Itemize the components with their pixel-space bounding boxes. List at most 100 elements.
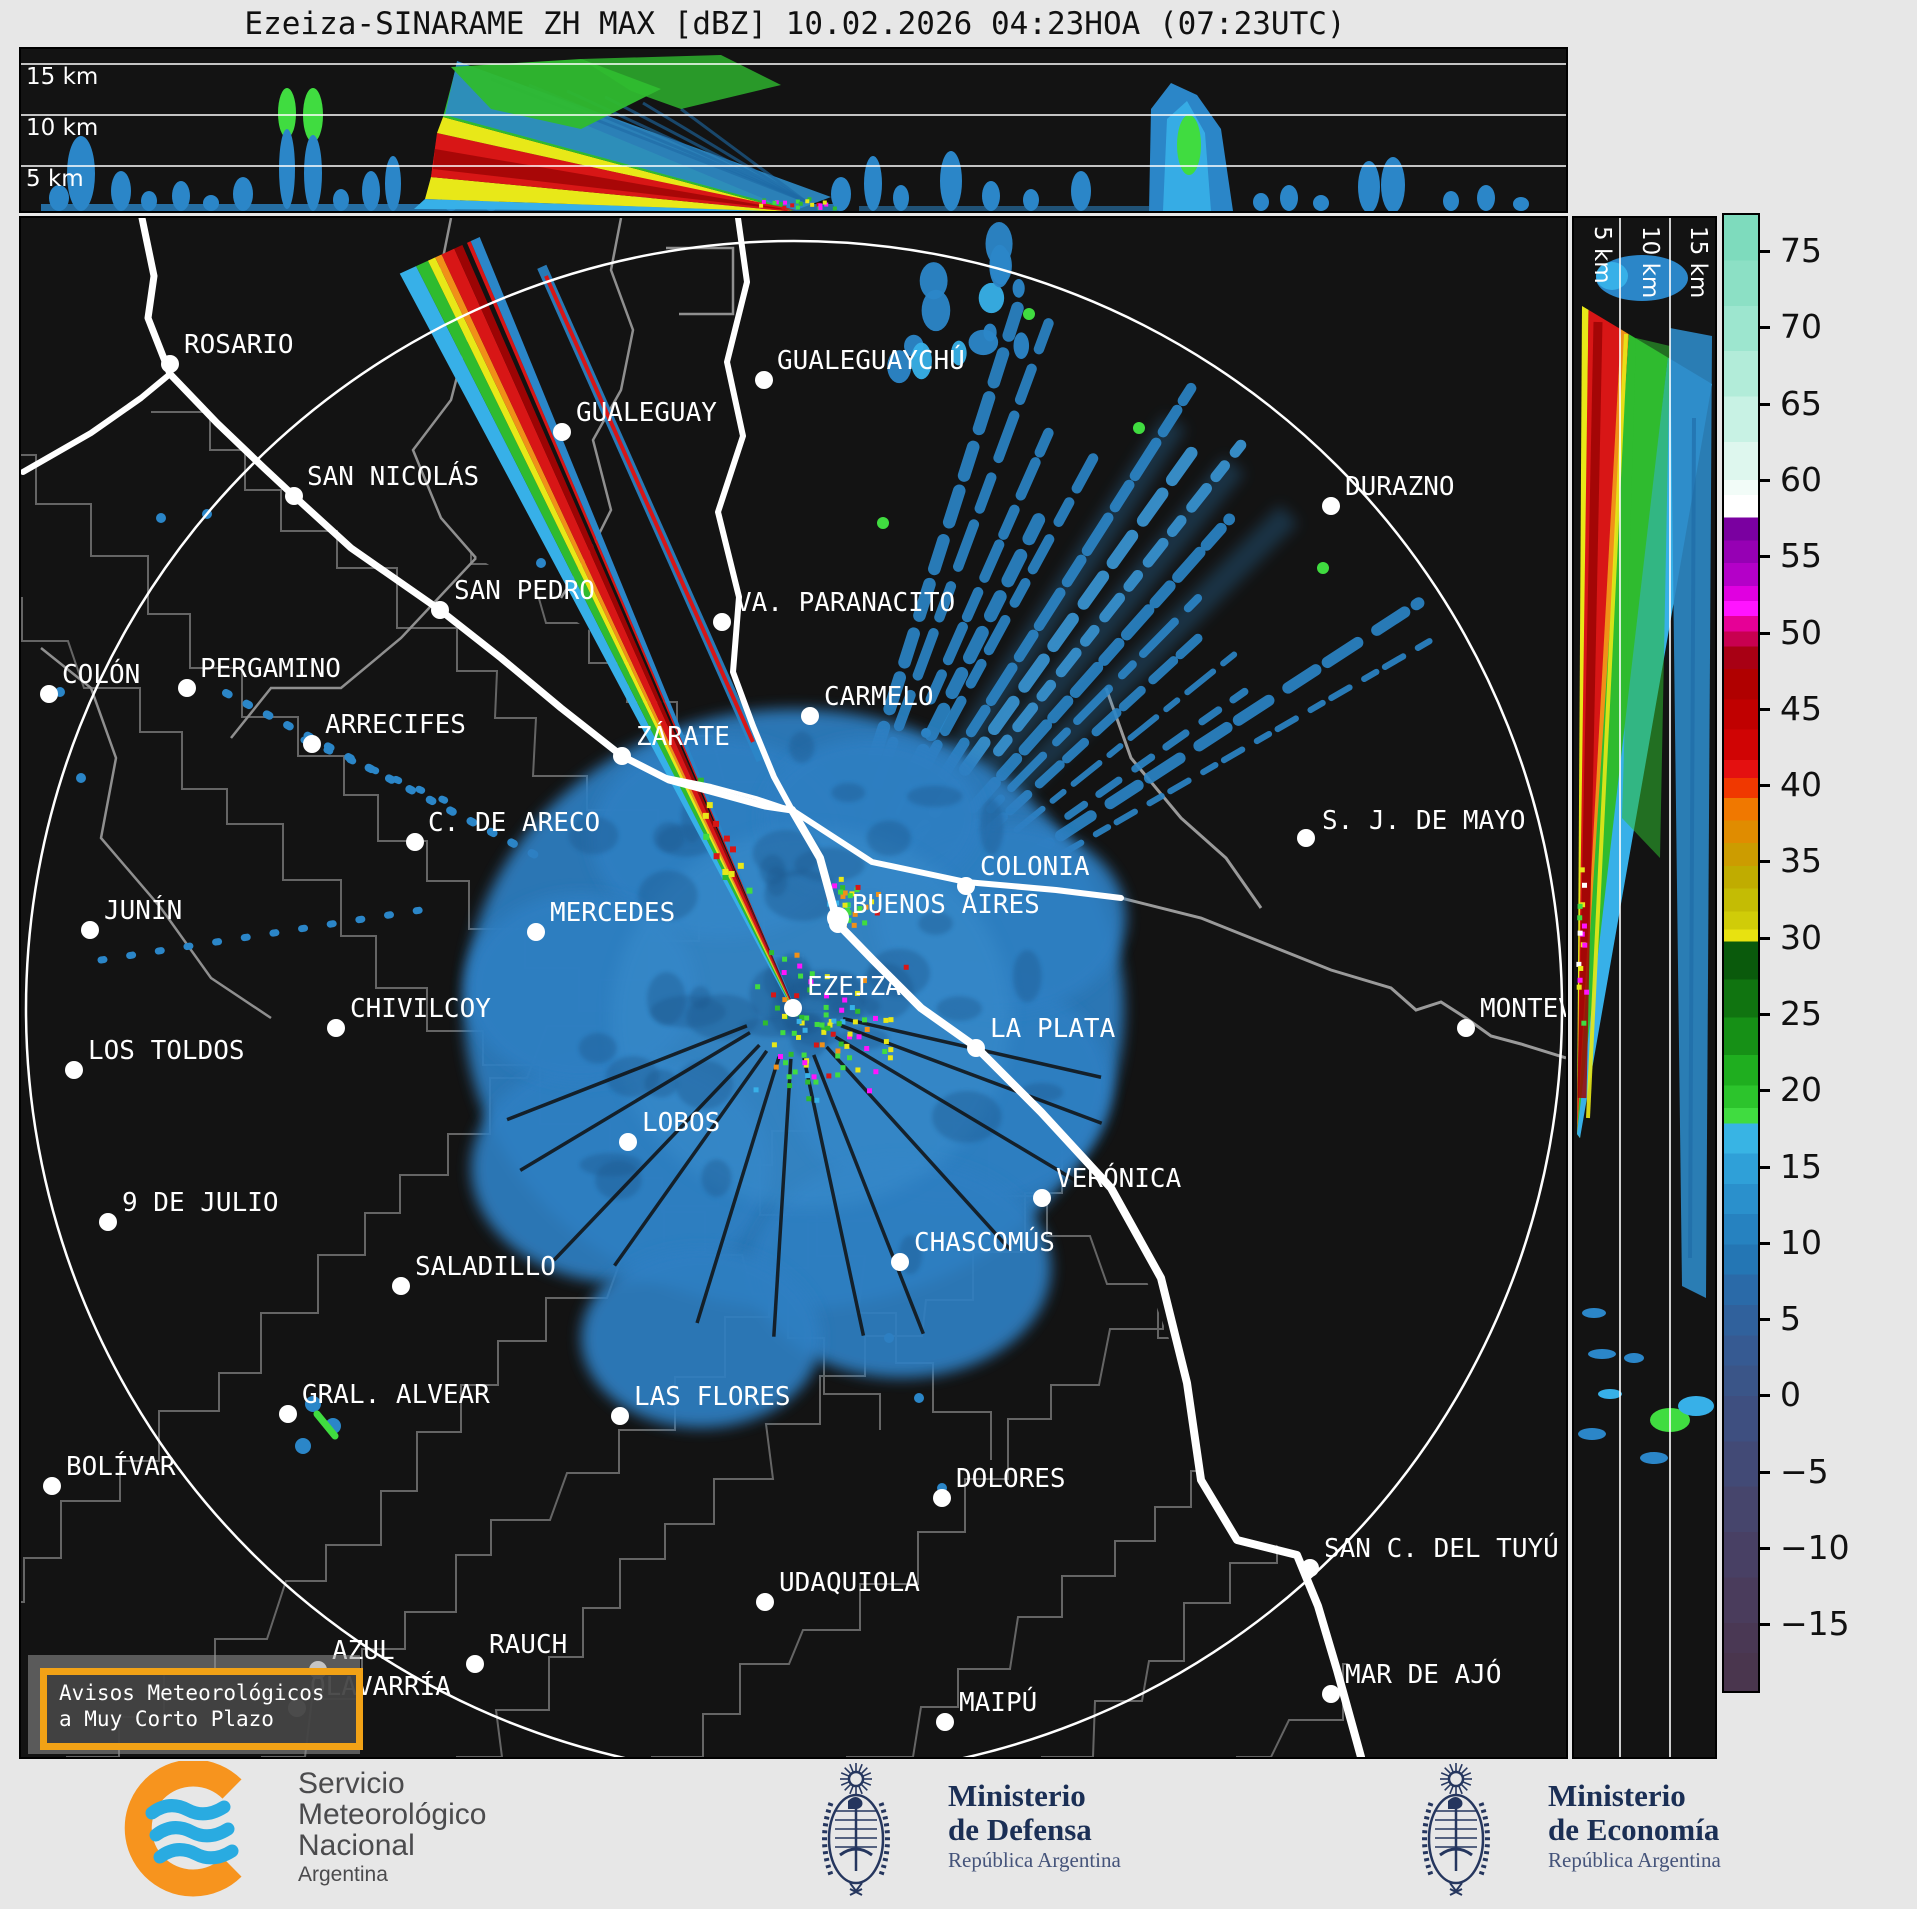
city-dot <box>279 1405 297 1423</box>
colorbar-tick-label: 15 <box>1780 1146 1822 1186</box>
city-dot <box>613 747 631 765</box>
warning-line-2: a Muy Corto Plazo <box>59 1707 274 1731</box>
height-label-15km: 15 km <box>26 64 99 90</box>
colorbar-tick <box>1758 1547 1770 1551</box>
economia-sub: República Argentina <box>1548 1848 1721 1872</box>
city-dot <box>466 1655 484 1673</box>
city-dot <box>936 1713 954 1731</box>
colorbar-tick <box>1758 631 1770 635</box>
city-label: GUALEGUAY <box>576 398 717 428</box>
colorbar-tick-label: 5 <box>1780 1299 1801 1339</box>
city-dot <box>99 1213 117 1231</box>
smn-logo-icon <box>124 1761 242 1897</box>
city-label: LAS FLORES <box>634 1382 791 1412</box>
city-label: COLONIA <box>980 852 1090 882</box>
colorbar-tick <box>1758 860 1770 864</box>
city-dot <box>392 1277 410 1295</box>
city-dot <box>43 1477 61 1495</box>
warning-box: Avisos Meteorológicos a Muy Corto Plazo <box>40 1668 363 1750</box>
city-label: DOLORES <box>956 1464 1066 1494</box>
dbz-colorbar <box>1722 213 1760 1693</box>
smn-line1: Servicio <box>298 1767 405 1800</box>
colorbar-tick-label: 65 <box>1780 383 1822 423</box>
colorbar-tick-label: 20 <box>1780 1070 1822 1110</box>
economia-line1: Ministerio <box>1548 1778 1686 1813</box>
colorbar-tick-label: 50 <box>1780 612 1822 652</box>
colorbar-tick <box>1758 555 1770 559</box>
city-label: VA. PARANACITO <box>736 588 956 618</box>
colorbar-tick-label: 35 <box>1780 841 1822 881</box>
city-label: VERÓNICA <box>1056 1164 1182 1194</box>
height-label-10km: 10 km <box>26 115 99 141</box>
colorbar-tick <box>1758 250 1770 254</box>
city-dot <box>1033 1189 1051 1207</box>
city-dot <box>285 487 303 505</box>
city-label: DURAZNO <box>1345 472 1455 502</box>
right-cross-section-art <box>1576 218 1714 1757</box>
colorbar-tick-label: 60 <box>1780 460 1822 499</box>
city-label: CHASCOMÚS <box>914 1228 1055 1258</box>
city-label: LOS TOLDOS <box>88 1036 245 1066</box>
colorbar-tick-label: −5 <box>1780 1451 1829 1491</box>
smn-line3: Nacional <box>298 1829 415 1862</box>
city-dot <box>967 1039 985 1057</box>
city-dot <box>1297 829 1315 847</box>
colorbar-tick <box>1758 936 1770 940</box>
colorbar-tick-label: 30 <box>1780 917 1822 957</box>
city-dot <box>756 1593 774 1611</box>
city-dot <box>161 355 179 373</box>
colorbar-tick <box>1758 402 1770 406</box>
colorbar-tick <box>1758 784 1770 788</box>
radar-map: ROSARIO SAN NICOLÁS GUALEGUAY GUALEGUAYCHÚ D… <box>19 216 1568 1759</box>
city-label: ROSARIO <box>184 330 294 360</box>
colorbar-tick <box>1758 1394 1770 1398</box>
ministerio-defensa-block: Ministerio de Defensa República Argentin… <box>948 1779 1121 1873</box>
city-label: BOLÍVAR <box>66 1452 176 1482</box>
colorbar-tick-label: 75 <box>1780 231 1822 271</box>
city-label: SAN NICOLÁS <box>307 462 480 492</box>
city-label: GUALEGUAYCHÚ <box>777 346 965 376</box>
city-dot <box>431 601 449 619</box>
city-dot <box>933 1489 951 1507</box>
colorbar-tick-label: −15 <box>1780 1604 1850 1644</box>
right-cross-section-panel: 5 km 10 km 15 km <box>1572 216 1717 1759</box>
city-dot <box>1301 1559 1319 1577</box>
defensa-line1: Ministerio <box>948 1778 1086 1813</box>
city-dot <box>957 877 975 895</box>
colorbar-tick-label: 25 <box>1780 994 1822 1034</box>
colorbar-tick <box>1758 707 1770 711</box>
city-label: JUNÍN <box>104 896 183 926</box>
ministerio-economia-block: Ministerio de Economía República Argenti… <box>1548 1779 1721 1873</box>
city-label: COLÓN <box>62 660 141 690</box>
city-label: MONTEVIDEO <box>1480 994 1566 1024</box>
colorbar-tick-label: 0 <box>1780 1375 1801 1415</box>
colorbar-tick-label: 45 <box>1780 688 1822 728</box>
height-label-5km-right: 5 km <box>1589 226 1615 284</box>
city-dot <box>1322 1685 1340 1703</box>
city-dot <box>553 423 571 441</box>
city-label: RAUCH <box>489 1630 568 1660</box>
smn-country: Argentina <box>298 1863 388 1886</box>
city-dot <box>784 999 802 1017</box>
city-dot <box>178 679 196 697</box>
city-label: UDAQUIOLA <box>779 1568 920 1598</box>
city-dot <box>891 1253 909 1271</box>
footer: Servicio Meteorológico Nacional Argentin… <box>0 1761 1917 1909</box>
top-cross-section-art <box>21 55 1566 211</box>
city-label: GRAL. ALVEAR <box>302 1380 490 1410</box>
colorbar-tick <box>1758 479 1770 482</box>
smn-line2: Meteorológico <box>298 1798 487 1831</box>
colorbar-tick <box>1758 1318 1770 1322</box>
city-dot <box>40 685 58 703</box>
colorbar-tick-label: 55 <box>1780 536 1822 576</box>
coat-of-arms-defensa-icon <box>822 1763 890 1896</box>
colorbar-tick <box>1758 1623 1770 1627</box>
colorbar-tick <box>1758 1013 1770 1017</box>
city-label: 9 DE JULIO <box>122 1188 279 1218</box>
city-dot <box>527 923 545 941</box>
city-label: SAN C. DEL TUYÚ <box>1324 1534 1559 1564</box>
city-dot <box>829 915 847 933</box>
height-label-15km-right: 15 km <box>1685 226 1711 299</box>
city-dot <box>65 1061 83 1079</box>
